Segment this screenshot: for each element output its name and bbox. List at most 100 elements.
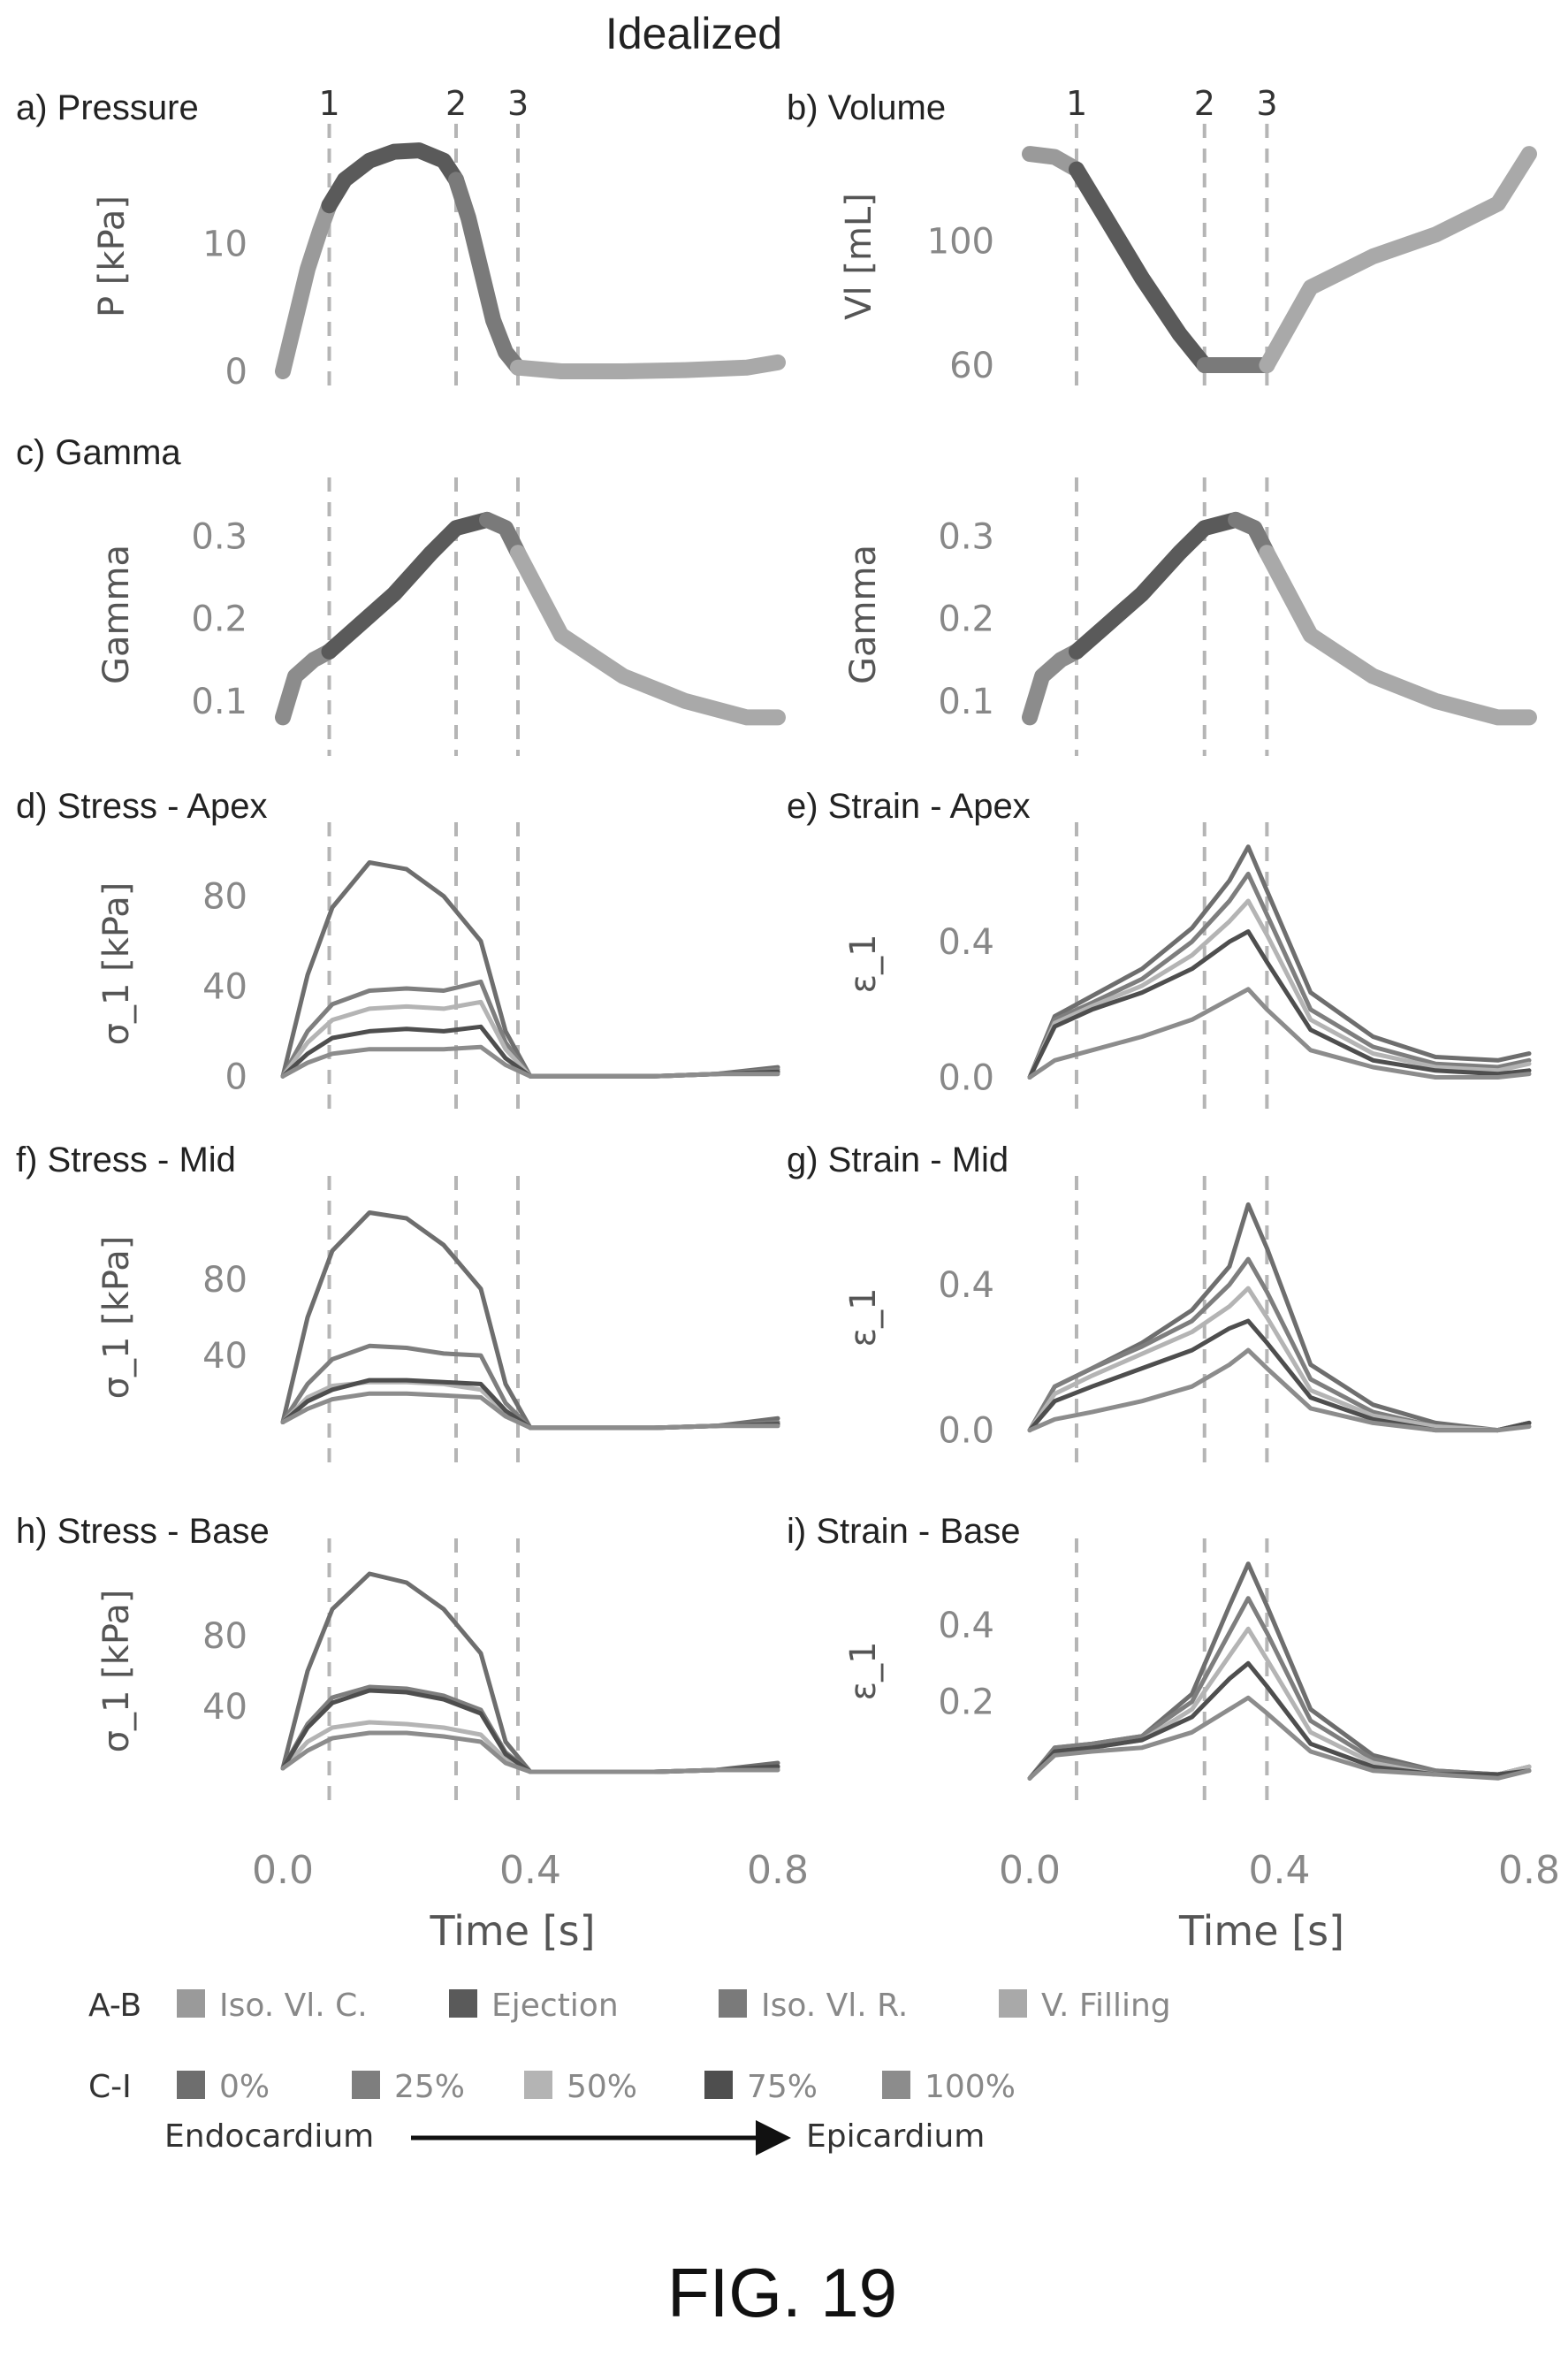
panel-title-d: d) Stress - Apex [16,787,268,826]
series-2-line [280,1684,780,1774]
panel-d: d) Stress - Apex 0 40 80 σ_1 [kPa] [16,787,780,1110]
x-tick-label: 0.8 [1498,1848,1560,1893]
ci-legend-head: C-I [88,2069,132,2105]
series-2-line [1069,161,1213,373]
y-tick-label: 100 [927,221,994,262]
series-4-line [1259,545,1537,726]
series-1-line [1027,844,1532,1080]
series-2-line [280,979,780,1079]
series-5-line [1027,1347,1532,1433]
series-3-line [1027,898,1532,1080]
series-4-line [1027,929,1532,1080]
panel-a: a) Pressure 1 2 3 0 10 P [kPa] [16,84,786,393]
x-tick-label: 0.8 [747,1848,809,1893]
direction-arrowhead [756,2120,791,2156]
phase-label-2: 2 [445,84,467,123]
series-3-line [1228,511,1275,561]
y-tick-label: 0.0 [938,1411,994,1452]
series-3-line [280,1379,780,1431]
y-tick-label: 0.2 [938,599,994,640]
ci-legend-label: 0% [219,2069,270,2105]
series-5-line [1027,987,1532,1080]
y-axis-label: σ_1 [kPa] [96,1236,137,1400]
series-1-line [280,1571,780,1774]
ab-legend-head: A-B [88,1988,141,2024]
direction-to: Epicardium [806,2118,985,2155]
y-tick-label: 40 [202,966,247,1007]
panel-h: h) Stress - Base 40 80 σ_1 [kPa] 0.0 0.4 0.8 Ti… [16,1512,809,1955]
figure-caption: FIG. 19 [667,2254,897,2331]
y-axis-label: ε_1 [843,1641,884,1700]
ci-legend-swatch [882,2071,910,2099]
series-2-line [321,511,495,660]
series-5-line [280,1391,780,1431]
ab-legend-swatch [449,1989,477,2018]
panel-b: b) Volume 1 2 3 60 100 Vl [mL] [787,84,1537,393]
y-axis-label: ε_1 [843,1287,884,1347]
y-tick-label: 0.2 [191,599,247,640]
ci-legend-swatch [352,2071,380,2099]
panel-title-c: c) Gamma [16,433,181,472]
ci-legend-label: 50% [567,2069,637,2105]
series-4-line [510,354,786,379]
y-axis-label: ε_1 [843,934,884,993]
series-5-line [1027,1695,1532,1781]
y-tick-label: 40 [202,1336,247,1377]
x-tick-label: 0.4 [499,1848,561,1893]
y-tick-label: 80 [202,877,247,918]
ab-legend-label: V. Filling [1041,1988,1171,2024]
panel-f: f) Stress - Mid 40 80 σ_1 [kPa] [16,1141,780,1463]
phase-label-1: 1 [319,84,340,123]
y-tick-label: 0.3 [191,517,247,558]
series-3-line [448,172,526,376]
ci-legend-label: 75% [747,2069,818,2105]
y-axis-label: σ_1 [kPa] [96,1590,137,1753]
y-tick-label: 0.4 [938,922,994,963]
y-tick-label: 0.3 [938,517,994,558]
series-5-line [280,1730,780,1774]
phase-label-3: 3 [1256,84,1277,123]
panels: a) Pressure 1 2 3 0 10 P [kPa] b) Volume 1 2 3 60 10… [16,84,1560,1955]
ab-legend-label: Ejection [491,1988,619,2024]
panel-title-i: i) Strain - Base [787,1512,1021,1551]
y-axis-label: Gamma [843,545,884,684]
y-axis-label: σ_1 [kPa] [96,882,137,1046]
x-axis-label: Time [s] [1178,1907,1344,1955]
y-tick-label: 10 [202,225,247,265]
y-tick-label: 0.2 [938,1683,994,1723]
ab-legend-label: Iso. Vl. R. [761,1988,908,2024]
y-tick-label: 0 [225,1057,247,1097]
series-3-line [280,1720,780,1774]
y-tick-label: 0.1 [938,682,994,722]
ab-legend-swatch [999,1989,1027,2018]
figure-title: Idealized [605,9,782,58]
series-2-line [321,142,464,214]
phase-label-1: 1 [1066,84,1087,123]
y-tick-label: 0.0 [938,1057,994,1098]
y-axis-label: P [kPa] [92,195,133,317]
series-1-line [1022,643,1085,726]
series-1-line [275,197,338,379]
panel-title-e: e) Strain - Apex [787,787,1031,826]
ab-legend-swatch [719,1989,747,2018]
series-4-line [510,545,786,726]
ci-legend-label: 100% [925,2069,1016,2105]
series-5-line [280,1044,780,1079]
x-tick-label: 0.4 [1249,1848,1311,1893]
y-tick-label: 40 [202,1687,247,1728]
y-axis-label: Vl [mL] [839,193,879,320]
ci-legend-swatch [177,2071,205,2099]
panel-title-h: h) Stress - Base [16,1512,270,1551]
direction-from: Endocardium [164,2118,374,2155]
series-3-line [280,999,780,1079]
panel-title-a: a) Pressure [16,88,199,127]
panel-title-g: g) Strain - Mid [787,1141,1009,1179]
y-tick-label: 0.4 [938,1265,994,1306]
x-tick-label: 0.0 [999,1848,1061,1893]
series-4-line [1259,146,1537,373]
y-tick-label: 0.4 [938,1606,994,1646]
ci-legend-label: 25% [394,2069,465,2105]
x-tick-label: 0.0 [252,1848,314,1893]
series-1-line [275,643,338,726]
